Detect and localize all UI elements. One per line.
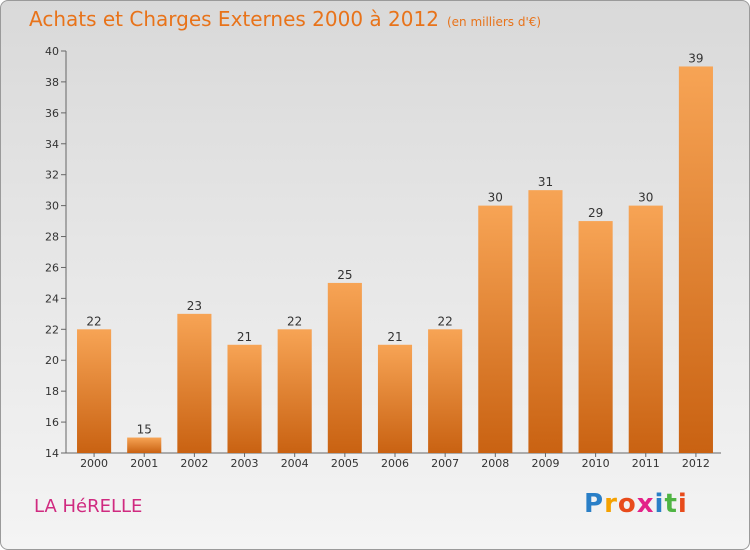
data-label: 15 <box>137 423 152 437</box>
data-label: 22 <box>438 314 453 328</box>
data-label: 23 <box>187 299 202 313</box>
logo-letter: i <box>654 489 665 519</box>
x-tick-label: 2006 <box>381 457 409 470</box>
y-tick-label: 26 <box>45 261 59 274</box>
y-tick-label: 36 <box>45 107 59 120</box>
x-tick-label: 2001 <box>130 457 158 470</box>
y-tick-label: 22 <box>45 323 59 336</box>
data-label: 29 <box>588 206 603 220</box>
chart-title: Achats et Charges Externes 2000 à 2012 <box>29 7 439 31</box>
bar <box>628 205 663 453</box>
logo-letter: r <box>604 489 618 519</box>
x-tick-label: 2004 <box>281 457 309 470</box>
x-tick-label: 2009 <box>531 457 559 470</box>
chart-subtitle: (en milliers d'€) <box>446 15 542 29</box>
x-tick-label: 2012 <box>682 457 710 470</box>
data-label: 30 <box>488 191 503 205</box>
y-tick-label: 24 <box>45 292 59 305</box>
y-tick-label: 40 <box>45 45 59 58</box>
y-tick-label: 28 <box>45 231 59 244</box>
data-label: 39 <box>688 51 703 65</box>
x-tick-label: 2011 <box>632 457 660 470</box>
y-tick-label: 20 <box>45 354 59 367</box>
bar <box>578 221 613 453</box>
x-tick-label: 2000 <box>80 457 108 470</box>
x-tick-label: 2005 <box>331 457 359 470</box>
bar <box>428 329 463 453</box>
bar <box>327 282 362 453</box>
data-label: 22 <box>287 314 302 328</box>
place-name: LA HéRELLE <box>34 496 143 517</box>
data-label: 22 <box>86 314 101 328</box>
bar <box>227 344 262 453</box>
y-tick-label: 14 <box>45 447 59 460</box>
x-tick-label: 2002 <box>180 457 208 470</box>
bar <box>478 205 513 453</box>
x-tick-label: 2007 <box>431 457 459 470</box>
y-tick-label: 30 <box>45 200 59 213</box>
bar <box>528 190 563 453</box>
data-label: 31 <box>538 175 553 189</box>
logo-letter: t <box>664 489 678 519</box>
logo-letter: o <box>617 489 637 519</box>
x-tick-label: 2003 <box>231 457 259 470</box>
bar <box>127 437 162 453</box>
y-tick-label: 16 <box>45 416 59 429</box>
y-tick-label: 32 <box>45 169 59 182</box>
proxiti-logo: Proxiti <box>584 489 688 519</box>
data-label: 30 <box>638 191 653 205</box>
bar <box>177 313 212 453</box>
data-label: 25 <box>337 268 352 282</box>
bar <box>678 66 713 453</box>
logo-letter: P <box>584 489 605 519</box>
data-label: 21 <box>387 330 402 344</box>
logo-letter: x <box>636 489 655 519</box>
y-tick-label: 38 <box>45 76 59 89</box>
logo-letter: i <box>677 489 688 519</box>
y-tick-label: 34 <box>45 138 59 151</box>
bar <box>377 344 413 453</box>
bar <box>277 329 312 453</box>
x-tick-label: 2010 <box>582 457 610 470</box>
data-label: 21 <box>237 330 252 344</box>
x-tick-label: 2008 <box>481 457 509 470</box>
bar <box>77 329 112 453</box>
chart-title-block: Achats et Charges Externes 2000 à 2012 (e… <box>29 7 541 31</box>
y-tick-label: 18 <box>45 385 59 398</box>
